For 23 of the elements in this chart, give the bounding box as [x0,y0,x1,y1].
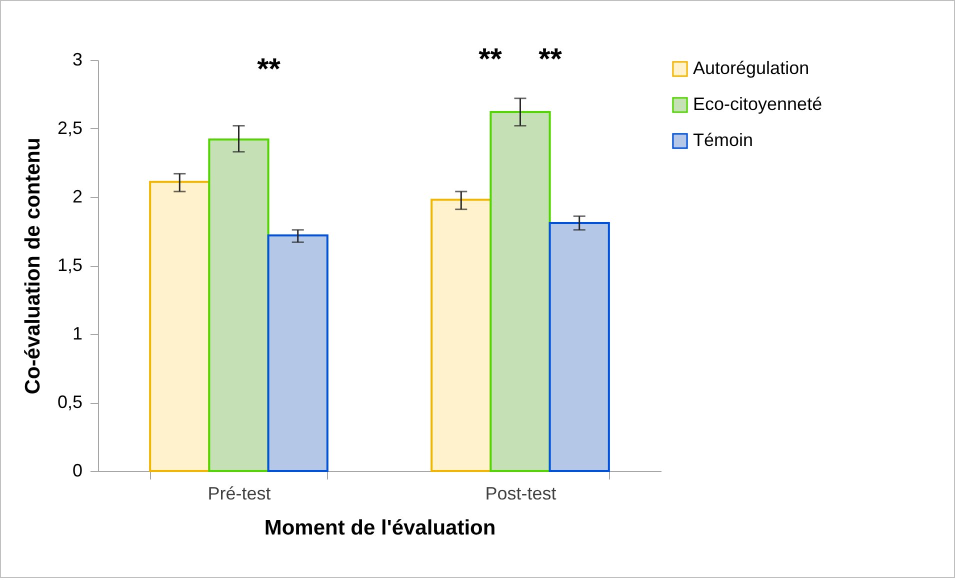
bar [149,180,210,472]
bar [208,138,270,472]
bar [267,234,328,472]
y-tick-label: 1 [72,324,82,344]
x-tick-label: Post-test [485,484,556,504]
x-tick-label: Pré-test [208,484,271,504]
annotation: ** [257,53,281,86]
x-axis-title: Moment de l'évaluation [264,516,496,540]
legend-label: Autorégulation [693,58,810,78]
bar [490,111,551,472]
legend-label: Eco-citoyenneté [693,94,822,114]
y-tick-label: 3 [72,50,82,70]
y-tick-label: 1,5 [57,255,82,275]
bar [430,198,492,472]
y-tick-label: 0 [72,460,82,480]
annotation: ** [538,43,562,76]
y-tick-label: 2,5 [57,118,82,138]
y-tick-label: 2 [72,186,82,206]
annotation: ** [478,43,502,76]
legend-label: Témoin [693,130,754,150]
bar [548,222,610,472]
y-tick-label: 0,5 [57,392,82,412]
y-axis-title: Co-évaluation de contenu [21,138,44,394]
